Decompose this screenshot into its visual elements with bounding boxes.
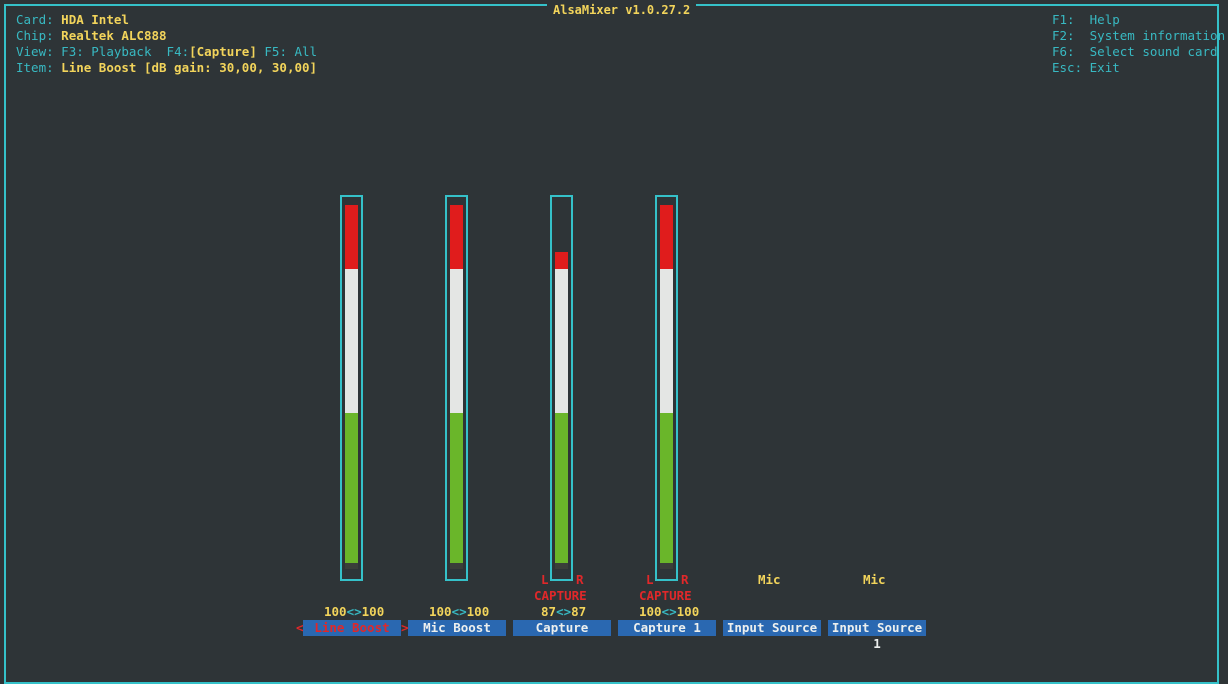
meter-red-segment xyxy=(660,205,673,269)
meter-bar xyxy=(345,205,358,569)
chip-line: Chip: Realtek ALC888 xyxy=(16,28,167,44)
meter-green-segment xyxy=(345,413,358,563)
meter-white-segment xyxy=(555,269,568,413)
help-f6-text: Select sound card xyxy=(1089,44,1218,59)
view-all-tab[interactable]: F5: All xyxy=(264,44,318,59)
help-esc-key: Esc: xyxy=(1052,60,1083,75)
capture-meter[interactable] xyxy=(550,195,573,581)
selection-right-arrow: > xyxy=(401,620,409,635)
meter-base-segment xyxy=(660,563,673,569)
item-value: Line Boost [dB gain: 30,00, 30,00] xyxy=(61,60,318,75)
chip-label: Chip: xyxy=(16,28,54,43)
capture-r-indicator: R xyxy=(576,572,584,587)
meter-base-segment xyxy=(555,563,568,569)
meter-red-segment xyxy=(450,205,463,269)
help-f2[interactable]: F2: System information xyxy=(1052,28,1225,44)
view-label: View: xyxy=(16,44,54,59)
help-f6-key: F6: xyxy=(1052,44,1075,59)
capture-volume: 87<>87 xyxy=(541,604,587,619)
help-f2-key: F2: xyxy=(1052,28,1075,43)
chip-value: Realtek ALC888 xyxy=(61,28,167,43)
mic-boost-meter[interactable] xyxy=(445,195,468,581)
selection-left-arrow: < xyxy=(296,620,304,635)
view-capture-key: F4: xyxy=(166,44,190,59)
item-label: Item: xyxy=(16,60,54,75)
line-boost-volume: 100<>100 xyxy=(324,604,385,619)
view-line: View: F3: Playback F4:[Capture] F5: All xyxy=(16,44,317,60)
meter-bar xyxy=(660,205,673,569)
card-label: Card: xyxy=(16,12,54,27)
help-f6[interactable]: F6: Select sound card xyxy=(1052,44,1218,60)
card-line: Card: HDA Intel xyxy=(16,12,129,28)
meter-green-segment xyxy=(450,413,463,563)
input-source-1-value[interactable]: Mic xyxy=(863,572,886,587)
line-boost-meter[interactable] xyxy=(340,195,363,581)
meter-base-segment xyxy=(450,563,463,569)
capture-l-indicator: L xyxy=(541,572,549,587)
capture-1-meter[interactable] xyxy=(655,195,678,581)
meter-red-segment xyxy=(555,252,568,269)
input-source-value[interactable]: Mic xyxy=(758,572,781,587)
meter-green-segment xyxy=(555,413,568,563)
control-mic-boost[interactable]: Mic Boost xyxy=(408,620,506,636)
meter-green-segment xyxy=(660,413,673,563)
meter-base-segment xyxy=(345,563,358,569)
control-input-source-1[interactable]: Input Source 1 xyxy=(828,620,926,651)
item-line: Item: Line Boost [dB gain: 30,00, 30,00] xyxy=(16,60,317,76)
capture-1-volume: 100<>100 xyxy=(639,604,700,619)
meter-red-segment xyxy=(345,205,358,269)
mic-boost-volume: 100<>100 xyxy=(429,604,490,619)
meter-white-segment xyxy=(345,269,358,413)
control-input-source[interactable]: Input Source xyxy=(723,620,821,636)
meter-white-segment xyxy=(450,269,463,413)
view-capture-tab[interactable]: [Capture] xyxy=(189,44,257,59)
control-capture-1[interactable]: Capture 1 xyxy=(618,620,716,636)
help-esc[interactable]: Esc: Exit xyxy=(1052,60,1120,76)
meter-bar xyxy=(450,205,463,569)
card-value: HDA Intel xyxy=(61,12,129,27)
meter-white-segment xyxy=(660,269,673,413)
capture-1-r-indicator: R xyxy=(681,572,689,587)
help-f2-text: System information xyxy=(1089,28,1226,43)
help-f1-key: F1: xyxy=(1052,12,1075,27)
control-capture[interactable]: Capture xyxy=(513,620,611,636)
control-line-boost[interactable]: Line Boost xyxy=(303,620,401,636)
help-f1-text: Help xyxy=(1089,12,1120,27)
meter-bar xyxy=(555,205,568,569)
capture-1-switch-label[interactable]: CAPTURE xyxy=(639,588,692,603)
capture-1-l-indicator: L xyxy=(646,572,654,587)
view-playback-tab[interactable]: F3: Playback xyxy=(61,44,152,59)
help-esc-text: Exit xyxy=(1089,60,1120,75)
help-f1[interactable]: F1: Help xyxy=(1052,12,1120,28)
capture-switch-label[interactable]: CAPTURE xyxy=(534,588,587,603)
window-title: AlsaMixer v1.0.27.2 xyxy=(547,3,697,19)
mixer-frame: AlsaMixer v1.0.27.2 xyxy=(4,3,1219,684)
